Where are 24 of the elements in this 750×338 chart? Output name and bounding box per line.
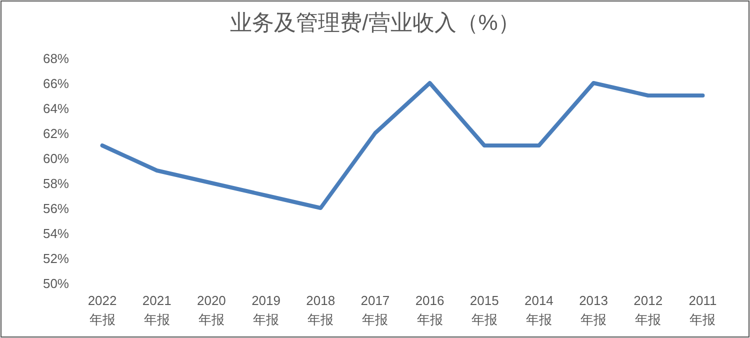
y-tick-label: 60%: [42, 151, 70, 166]
y-tick-label: 54%: [42, 226, 70, 241]
x-tick-label: 2017 年报: [360, 293, 390, 327]
y-tick-label: 58%: [42, 176, 70, 191]
x-tick-label: 2015 年报: [470, 293, 499, 327]
line-series: [100, 81, 705, 210]
y-tick-label: 50%: [42, 276, 70, 291]
y-tick-label: 52%: [42, 251, 70, 266]
y-tick-label: 68%: [42, 51, 70, 66]
x-tick-label: 2019 年报: [252, 293, 281, 327]
x-tick-label: 2016 年报: [415, 293, 444, 327]
y-tick-label: 56%: [42, 201, 70, 216]
x-tick-label: 2022 年报: [88, 293, 117, 327]
x-tick-label: 2020 年报: [196, 293, 226, 327]
x-tick-label: 2021 年报: [142, 293, 172, 327]
x-tick-label: 2012 年报: [634, 293, 663, 327]
y-tick-label: 66%: [42, 76, 70, 91]
x-tick-label: 2018 年报: [306, 293, 336, 327]
x-tick-label: 2011 年报: [688, 293, 717, 327]
y-tick-label: 64%: [42, 101, 70, 116]
y-tick-label: 62%: [42, 126, 70, 141]
x-tick-label: 2014 年报: [524, 293, 554, 327]
x-tick-label: 2013 年报: [579, 293, 608, 327]
chart-title: 业务及管理费/营业收入（%）: [230, 10, 520, 35]
